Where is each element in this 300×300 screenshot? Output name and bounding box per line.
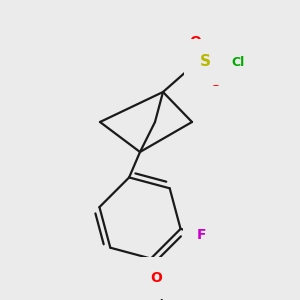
Text: F: F [197, 228, 207, 242]
Text: O: O [209, 75, 221, 89]
Text: O: O [150, 271, 162, 285]
Text: O: O [189, 35, 201, 49]
Text: S: S [200, 55, 211, 70]
Text: Cl: Cl [231, 56, 244, 68]
